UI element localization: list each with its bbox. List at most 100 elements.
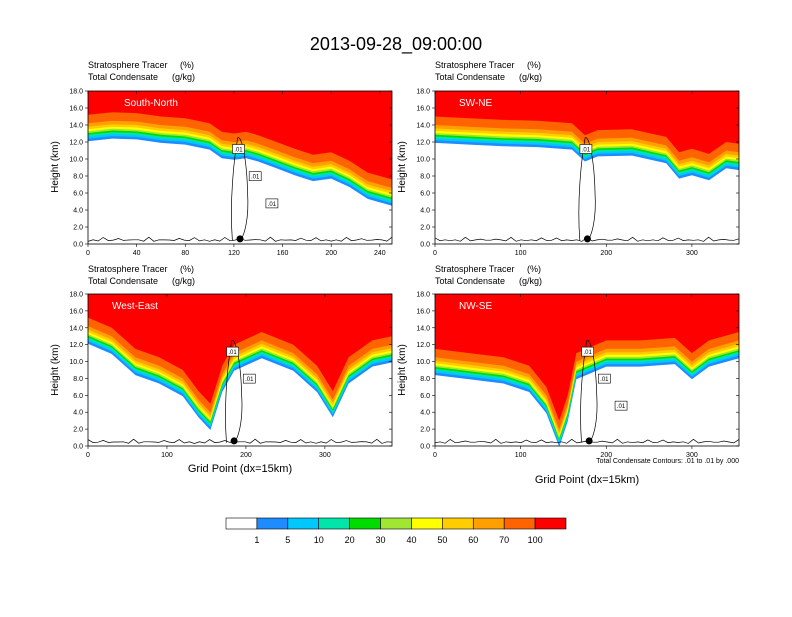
colorbar-swatch (256, 517, 289, 530)
x-tick-label: 0 (86, 250, 90, 257)
y-tick-label: 14.0 (416, 325, 430, 332)
x-tick-label: 300 (319, 452, 331, 459)
panel-subtitle-tracer-unit: (%) (180, 60, 194, 70)
y-tick-label: 10.0 (69, 157, 83, 164)
x-tick-label: 300 (686, 250, 698, 257)
condensate-contour (225, 340, 243, 443)
plot-frame (434, 90, 740, 245)
contour-label: .01 (600, 377, 609, 383)
plot-area: .01 .01 .01 NW-SE 0.0 2.0 4.0 6.0 8.0 10.0 12.0 14.… (416, 292, 740, 459)
colorbar-label: 20 (345, 535, 355, 545)
panel-subtitle-tracer-unit: (%) (527, 60, 541, 70)
colorbar-swatch (411, 517, 443, 530)
x-tick-label: 300 (686, 452, 698, 459)
colorbar-label: 5 (285, 535, 290, 545)
contour-label-box (598, 373, 611, 384)
y-tick-label: 12.0 (69, 342, 83, 349)
x-tick-label: 100 (515, 250, 527, 257)
y-tick-label: 4.0 (73, 208, 83, 215)
y-tick-label: 6.0 (420, 393, 430, 400)
panel-subtitle-tracer: Stratosphere Tracer (88, 60, 168, 70)
x-tick-label: 200 (325, 250, 337, 257)
colorbar-swatch (503, 517, 536, 530)
colorbar-swatch (287, 517, 320, 530)
x-tick-label: 40 (133, 250, 141, 257)
colorbar-swatch (380, 517, 412, 530)
colorbar-label: 70 (499, 535, 509, 545)
x-tick-label: 160 (277, 250, 289, 257)
colorbar-swatch (442, 517, 474, 530)
location-marker (585, 437, 593, 445)
condensate-contour (578, 137, 596, 241)
y-tick-label: 2.0 (73, 225, 83, 232)
condensate-contour (580, 340, 598, 443)
location-marker (583, 235, 591, 243)
colorbar-label: 50 (437, 535, 447, 545)
panel-nw-se: Stratosphere Tracer (%) Total Condensate… (397, 264, 740, 486)
y-tick-label: 12.0 (416, 140, 430, 147)
panel-subtitle-tracer-unit: (%) (527, 264, 541, 274)
plot-inner: .01 (435, 91, 739, 244)
contour-label: .01 (234, 148, 243, 154)
colorbar-label: 40 (406, 535, 416, 545)
panel-subtitle-condensate: Total Condensate (435, 276, 505, 286)
colorbar-swatch (534, 517, 567, 530)
y-tick-label: 2.0 (420, 225, 430, 232)
panel-ylabel: Height (km) (397, 344, 408, 396)
y-tick-label: 4.0 (73, 410, 83, 417)
y-tick-label: 18.0 (69, 292, 83, 299)
colorbar: 1 5 10 20 30 40 50 60 70 100 (225, 517, 567, 545)
contour-label-box (226, 346, 239, 357)
y-tick-label: 2.0 (73, 427, 83, 434)
x-tick-label: 200 (600, 452, 612, 459)
y-tick-label: 0.0 (420, 444, 430, 451)
plot-frame (87, 90, 393, 245)
y-tick-label: 4.0 (420, 208, 430, 215)
panel-ylabel: Height (km) (50, 141, 61, 193)
plot-area: .01 .01 West-East 0.0 2.0 4.0 6.0 8.0 10.0 12.0 14… (69, 292, 393, 459)
x-tick-label: 0 (433, 452, 437, 459)
figure-title: 2013-09-28_09:00:00 (310, 34, 482, 55)
y-tick-label: 0.0 (420, 242, 430, 249)
panel-subtitle-condensate: Total Condensate (88, 276, 158, 286)
colorbar-swatch (349, 517, 381, 530)
tracer-band (88, 294, 392, 404)
y-tick-label: 0.0 (73, 242, 83, 249)
y-tick-label: 16.0 (69, 106, 83, 113)
contour-label-box (265, 198, 279, 209)
panel-xlabel: Grid Point (dx=15km) (535, 474, 639, 486)
colorbar-label: 100 (528, 535, 543, 545)
plot-inner: .01 .01 (88, 294, 392, 446)
colorbar-label: 10 (314, 535, 324, 545)
y-tick-label: 16.0 (69, 308, 83, 315)
y-tick-label: 14.0 (69, 123, 83, 130)
condensate-contour (231, 137, 249, 241)
x-tick-label: 0 (86, 452, 90, 459)
location-marker (236, 235, 244, 243)
panel-subtitle-condensate-unit: (g/kg) (172, 72, 195, 82)
x-tick-label: 80 (181, 250, 189, 257)
contour-label-box (581, 346, 594, 357)
tracer-band (88, 91, 392, 180)
panel-subtitle-condensate-unit: (g/kg) (519, 72, 542, 82)
y-tick-label: 10.0 (416, 157, 430, 164)
y-tick-label: 16.0 (416, 308, 430, 315)
panel-subtitle-tracer-unit: (%) (180, 264, 194, 274)
colorbar-swatch (472, 517, 505, 530)
panel-subtitle-condensate-unit: (g/kg) (519, 276, 542, 286)
contour-label-box (614, 400, 628, 411)
plot-inner: .01 .01 .01 (88, 91, 392, 244)
y-tick-label: 6.0 (73, 191, 83, 198)
contour-label: .01 (583, 350, 592, 356)
x-tick-label: 0 (433, 250, 437, 257)
y-tick-label: 10.0 (69, 359, 83, 366)
panel-subtitle-condensate-unit: (g/kg) (172, 276, 195, 286)
colorbar-swatch (318, 517, 350, 530)
x-tick-label: 100 (515, 452, 527, 459)
panel-south-north: Stratosphere Tracer (%) Total Condensate… (50, 60, 393, 257)
terrain-contour (88, 438, 392, 444)
tracer-band (435, 294, 739, 421)
panel-west-east: Stratosphere Tracer (%) Total Condensate… (50, 264, 393, 475)
contour-label: .01 (268, 202, 277, 208)
